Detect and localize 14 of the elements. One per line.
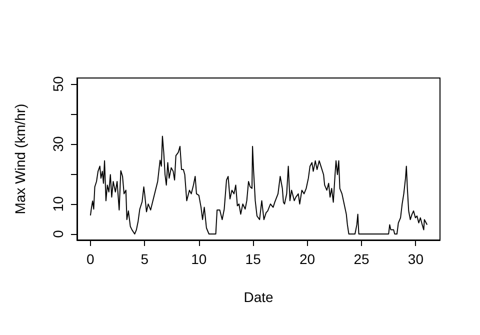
x-tick-label: 10 [191,251,207,267]
x-tick-label: 15 [245,251,262,267]
x-tick-label: 5 [140,251,149,267]
line-series [90,136,428,234]
y-tick-label: 0 [50,230,66,238]
x-tick-label: 25 [354,251,370,267]
x-axis-title: Date [244,289,274,305]
x-tick-label: 0 [86,251,95,267]
x-tick-label: 30 [408,251,424,267]
y-tick-label: 10 [50,196,66,212]
x-tick-label: 20 [300,251,316,267]
y-tick-label: 30 [50,136,66,152]
y-tick-label: 50 [50,76,66,92]
y-axis-title: Max Wind (km/hr) [12,104,28,214]
